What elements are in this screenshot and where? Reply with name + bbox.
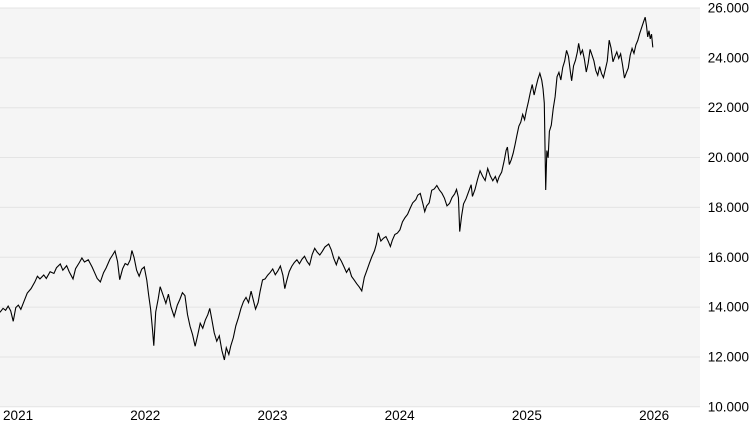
y-axis-label-14.000: 14.000	[708, 300, 749, 315]
x-axis-label-2026: 2026	[639, 408, 669, 423]
series-group	[0, 17, 654, 361]
x-axis-labels: 2021 2022 2023 2024 2025 2026	[3, 408, 669, 423]
price-line-series	[0, 17, 654, 361]
x-axis-label-2021: 2021	[3, 408, 33, 423]
grid-lines	[0, 7, 700, 408]
y-axis-label-20.000: 20.000	[708, 150, 749, 165]
y-axis-label-18.000: 18.000	[708, 200, 749, 215]
x-axis-label-2022: 2022	[130, 408, 160, 423]
x-axis-label-2024: 2024	[385, 408, 416, 423]
x-axis-label-2025: 2025	[512, 408, 542, 423]
y-axis-label-10.000: 10.000	[708, 399, 749, 414]
y-axis-label-16.000: 16.000	[708, 250, 749, 265]
y-axis-label-24.000: 24.000	[708, 50, 749, 65]
y-axis-label-22.000: 22.000	[708, 100, 749, 115]
y-axis-labels: 26.000 24.000 22.000 20.000 18.000 16.000 14.0…	[708, 1, 749, 415]
y-axis-label-12.000: 12.000	[708, 349, 749, 364]
y-axis-label-26.000: 26.000	[708, 1, 749, 16]
x-axis-label-2023: 2023	[257, 408, 287, 423]
